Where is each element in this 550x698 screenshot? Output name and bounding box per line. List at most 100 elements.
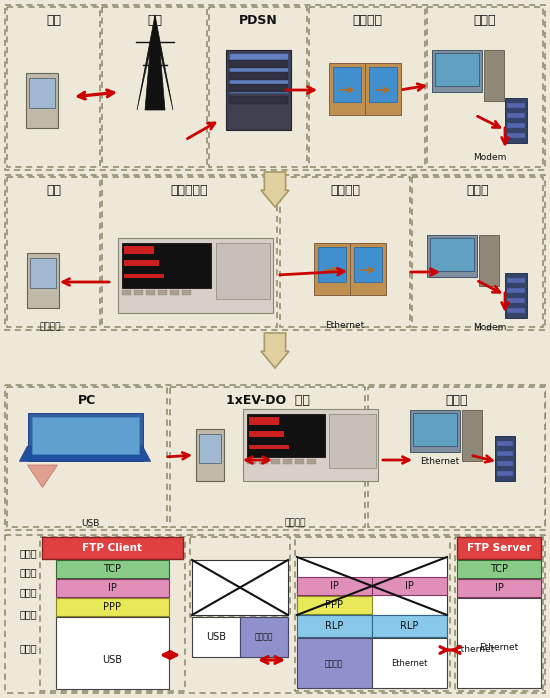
Text: 終端: 終端 [46, 15, 61, 27]
Text: Ethernet: Ethernet [455, 646, 494, 655]
FancyBboxPatch shape [249, 445, 289, 449]
FancyBboxPatch shape [246, 414, 325, 457]
Text: RLP: RLP [400, 621, 418, 631]
Text: 射頻連接: 射頻連接 [39, 322, 60, 332]
Text: USB: USB [206, 632, 226, 642]
FancyBboxPatch shape [507, 133, 525, 138]
Text: PDSN: PDSN [239, 15, 277, 27]
Text: PPP: PPP [325, 600, 343, 610]
FancyBboxPatch shape [29, 77, 55, 107]
FancyBboxPatch shape [124, 260, 158, 265]
Text: TCP: TCP [103, 564, 122, 574]
Text: 射頻連接: 射頻連接 [284, 519, 306, 528]
Text: FTP Client: FTP Client [82, 543, 142, 553]
FancyBboxPatch shape [5, 5, 545, 170]
FancyBboxPatch shape [484, 50, 504, 101]
FancyBboxPatch shape [192, 560, 288, 615]
FancyBboxPatch shape [226, 50, 290, 130]
FancyBboxPatch shape [196, 429, 224, 481]
Text: Modem: Modem [474, 154, 507, 163]
FancyBboxPatch shape [507, 288, 525, 292]
Text: 伺服器: 伺服器 [474, 15, 496, 27]
FancyBboxPatch shape [56, 560, 169, 578]
FancyBboxPatch shape [27, 253, 59, 308]
FancyBboxPatch shape [430, 238, 474, 271]
FancyBboxPatch shape [497, 461, 513, 466]
FancyBboxPatch shape [40, 537, 185, 691]
FancyBboxPatch shape [457, 537, 541, 559]
FancyBboxPatch shape [294, 459, 304, 464]
Text: IP: IP [405, 581, 414, 591]
Text: USB: USB [102, 655, 123, 665]
Polygon shape [28, 465, 58, 487]
FancyBboxPatch shape [7, 177, 100, 327]
FancyBboxPatch shape [497, 440, 513, 445]
FancyBboxPatch shape [457, 598, 541, 688]
Text: IP: IP [329, 581, 338, 591]
FancyBboxPatch shape [42, 537, 183, 559]
FancyBboxPatch shape [497, 450, 513, 456]
FancyBboxPatch shape [7, 7, 100, 167]
FancyBboxPatch shape [297, 638, 372, 688]
FancyBboxPatch shape [249, 431, 283, 437]
FancyBboxPatch shape [318, 246, 346, 282]
FancyBboxPatch shape [462, 410, 482, 461]
Text: PC: PC [78, 394, 96, 406]
FancyBboxPatch shape [297, 557, 447, 615]
FancyBboxPatch shape [435, 53, 479, 86]
Text: 鏈路層: 鏈路層 [19, 609, 37, 619]
Polygon shape [261, 172, 289, 207]
FancyBboxPatch shape [228, 60, 288, 68]
FancyBboxPatch shape [410, 410, 460, 452]
FancyBboxPatch shape [479, 235, 499, 286]
FancyBboxPatch shape [329, 63, 365, 114]
FancyBboxPatch shape [507, 297, 525, 302]
FancyBboxPatch shape [5, 385, 545, 530]
FancyBboxPatch shape [246, 459, 256, 464]
FancyBboxPatch shape [30, 258, 56, 288]
FancyBboxPatch shape [333, 66, 361, 102]
Text: RLP: RLP [325, 621, 343, 631]
FancyBboxPatch shape [199, 434, 221, 463]
Polygon shape [19, 446, 151, 461]
FancyBboxPatch shape [5, 535, 545, 693]
FancyBboxPatch shape [369, 66, 397, 102]
FancyBboxPatch shape [372, 577, 447, 595]
FancyBboxPatch shape [56, 617, 169, 689]
FancyBboxPatch shape [249, 417, 278, 425]
Text: 1xEV-DO  終端: 1xEV-DO 終端 [226, 394, 310, 406]
Text: 空中介面: 空中介面 [255, 632, 273, 641]
FancyBboxPatch shape [457, 579, 541, 597]
FancyBboxPatch shape [228, 72, 288, 80]
FancyBboxPatch shape [228, 84, 288, 92]
FancyBboxPatch shape [283, 459, 292, 464]
FancyBboxPatch shape [228, 96, 288, 104]
FancyBboxPatch shape [427, 7, 543, 167]
FancyBboxPatch shape [26, 73, 58, 128]
FancyBboxPatch shape [297, 596, 372, 614]
FancyBboxPatch shape [309, 7, 425, 167]
Text: FTP Server: FTP Server [467, 543, 531, 553]
FancyBboxPatch shape [297, 615, 372, 637]
Text: 終端: 終端 [46, 184, 61, 197]
FancyBboxPatch shape [258, 459, 267, 464]
Text: 網路層: 網路層 [19, 587, 37, 597]
FancyBboxPatch shape [328, 414, 376, 468]
FancyBboxPatch shape [7, 387, 167, 527]
FancyBboxPatch shape [507, 123, 525, 128]
FancyBboxPatch shape [507, 103, 525, 107]
FancyBboxPatch shape [190, 537, 290, 617]
Text: 傳輸層: 傳輸層 [19, 567, 37, 577]
Text: 網際網路: 網際網路 [330, 184, 360, 197]
Text: 手機綜測儀: 手機綜測儀 [170, 184, 208, 197]
FancyBboxPatch shape [507, 308, 525, 313]
FancyBboxPatch shape [31, 417, 139, 454]
FancyBboxPatch shape [243, 409, 377, 481]
FancyBboxPatch shape [368, 387, 545, 527]
FancyBboxPatch shape [118, 237, 272, 313]
FancyBboxPatch shape [505, 272, 527, 318]
FancyBboxPatch shape [102, 7, 207, 167]
Text: Modem: Modem [474, 322, 507, 332]
FancyBboxPatch shape [295, 537, 450, 691]
Text: 基站: 基站 [147, 15, 162, 27]
